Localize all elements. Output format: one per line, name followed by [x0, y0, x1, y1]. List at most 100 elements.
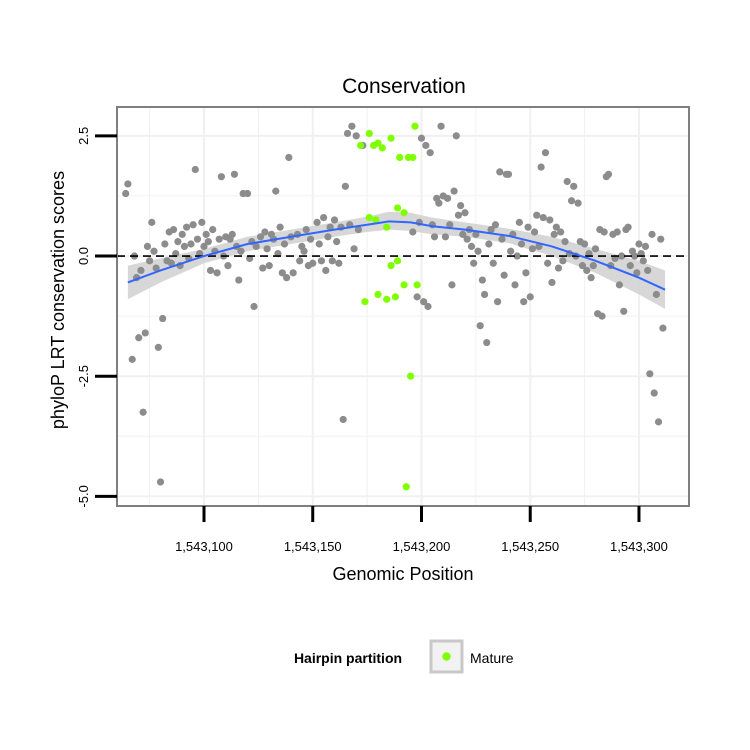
- data-point: [272, 187, 280, 195]
- data-point: [317, 257, 326, 265]
- grid-lines: [117, 107, 689, 506]
- data-point: [487, 225, 495, 234]
- data-point: [635, 240, 643, 248]
- data-point: [174, 238, 182, 246]
- data-point: [187, 240, 195, 248]
- legend-key-box: [429, 639, 464, 674]
- data-point: [341, 182, 349, 190]
- data-point: [180, 242, 189, 251]
- data-point: [448, 281, 456, 289]
- data-point: [639, 257, 647, 265]
- data-point: [143, 242, 152, 251]
- mature-point: [400, 209, 408, 217]
- data-point: [350, 245, 358, 253]
- data-point: [167, 259, 175, 267]
- data-point: [265, 262, 273, 270]
- data-point: [650, 389, 658, 397]
- data-point: [261, 228, 269, 236]
- data-point: [320, 213, 328, 222]
- data-point: [189, 221, 197, 229]
- data-point: [159, 314, 167, 323]
- data-point: [463, 235, 471, 243]
- data-point: [422, 141, 430, 150]
- mature-point: [400, 281, 408, 289]
- data-point: [631, 252, 639, 260]
- data-point: [300, 247, 308, 255]
- data-point: [570, 182, 578, 190]
- data-point: [511, 281, 519, 289]
- data-point: [209, 225, 217, 234]
- data-point: [648, 230, 656, 238]
- data-point: [426, 149, 434, 157]
- data-point: [507, 247, 515, 255]
- data-point: [324, 233, 332, 241]
- data-point: [604, 170, 613, 178]
- data-point: [278, 269, 286, 277]
- data-point: [583, 266, 591, 275]
- data-point: [541, 149, 550, 157]
- data-point: [546, 216, 554, 224]
- data-point: [533, 211, 541, 219]
- data-point: [139, 408, 147, 416]
- data-point: [528, 245, 537, 253]
- data-point: [330, 216, 339, 224]
- data-point: [452, 132, 460, 140]
- data-point: [135, 334, 143, 342]
- data-point: [561, 238, 569, 246]
- data-point: [472, 230, 480, 238]
- mature-point: [411, 122, 419, 130]
- mature-point: [383, 295, 391, 303]
- mature-point: [383, 223, 391, 231]
- data-point: [443, 194, 452, 202]
- smooth-trend-line: [127, 220, 666, 291]
- mature-point: [374, 139, 382, 147]
- data-point: [537, 163, 545, 171]
- data-point: [652, 290, 660, 299]
- smooth-line: [127, 220, 666, 291]
- data-point: [335, 259, 343, 267]
- data-point: [339, 415, 347, 424]
- data-point: [263, 245, 271, 253]
- data-point: [450, 187, 458, 195]
- data-point: [250, 302, 258, 311]
- chart-title: Conservation: [342, 75, 466, 98]
- data-point: [513, 252, 521, 260]
- mature-point: [407, 372, 415, 380]
- data-point: [228, 230, 236, 238]
- data-point: [476, 322, 484, 330]
- x-axis-label: Genomic Position: [332, 564, 473, 584]
- mature-point: [396, 153, 404, 162]
- data-point: [146, 257, 154, 265]
- mature-point: [361, 298, 369, 306]
- data-point: [296, 257, 304, 265]
- data-point: [224, 262, 232, 270]
- y-tick-label: 0.0: [76, 247, 91, 265]
- panel-background: [117, 107, 689, 506]
- x-tick-label: 1,543,150: [284, 539, 342, 554]
- data-point: [202, 230, 210, 238]
- data-point: [554, 264, 563, 272]
- y-tick-label: -5.0: [76, 485, 91, 507]
- data-point: [517, 240, 526, 248]
- mature-point: [365, 129, 373, 138]
- data-point: [489, 259, 497, 267]
- data-point: [326, 223, 334, 231]
- mature-point: [374, 290, 382, 299]
- data-point: [243, 189, 252, 198]
- data-point: [256, 233, 265, 241]
- data-point: [322, 266, 330, 275]
- data-point: [409, 228, 417, 236]
- data-point: [552, 223, 560, 231]
- mature-point: [365, 213, 373, 222]
- data-point: [467, 242, 476, 251]
- mature-point: [372, 216, 380, 224]
- data-point: [193, 235, 202, 243]
- data-point: [313, 218, 321, 226]
- data-point: [600, 228, 608, 236]
- data-point: [591, 245, 600, 253]
- data-point: [491, 221, 500, 229]
- mature-point: [356, 141, 365, 150]
- data-point: [315, 240, 323, 248]
- data-point: [550, 230, 558, 238]
- data-point: [500, 271, 508, 279]
